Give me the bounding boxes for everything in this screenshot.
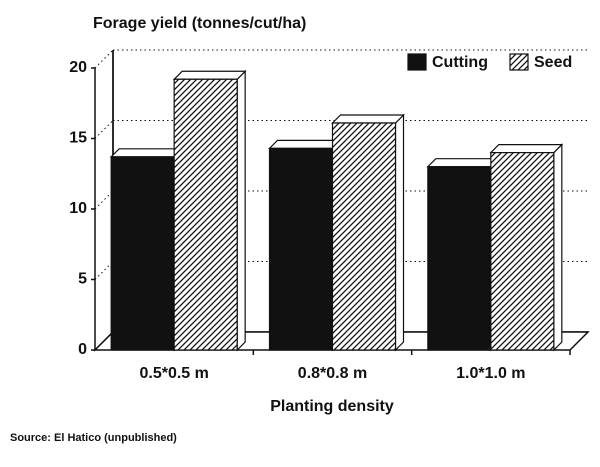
x-tick-label: 0.5*0.5 m xyxy=(139,365,208,382)
bar-front xyxy=(427,166,492,351)
grid-line xyxy=(94,49,114,69)
bar-side xyxy=(553,143,563,352)
legend-label: Seed xyxy=(534,54,572,71)
legend-label: Cutting xyxy=(432,54,488,71)
bar xyxy=(426,157,501,352)
grid-line xyxy=(94,120,114,139)
left-wall xyxy=(94,50,114,352)
bar-front xyxy=(268,147,334,351)
bar-front xyxy=(173,78,238,351)
chart-title: Forage yield (tonnes/cut/ha) xyxy=(93,15,306,32)
x-tick-label: 0.8*0.8 m xyxy=(298,365,367,382)
bar-side xyxy=(236,69,246,352)
source-note: Source: El Hatico (unpublished) xyxy=(10,432,177,444)
y-tick-label: 0 xyxy=(78,341,87,358)
y-tick-label: 10 xyxy=(69,200,87,217)
y-tick-label: 20 xyxy=(69,59,87,76)
bar xyxy=(109,147,184,352)
x-axis-label: Planting density xyxy=(270,398,394,415)
bar xyxy=(268,138,342,352)
legend-swatch xyxy=(407,53,427,71)
bar xyxy=(489,143,564,352)
grid-line xyxy=(94,190,114,210)
bar-top xyxy=(109,148,184,158)
bar xyxy=(331,113,405,352)
y-tick-label: 15 xyxy=(69,130,87,147)
bar xyxy=(172,69,247,352)
y-tick-label: 5 xyxy=(78,271,87,288)
bar-top xyxy=(268,139,342,149)
bar-top xyxy=(331,114,405,124)
grid-line xyxy=(94,261,114,280)
bar-front xyxy=(110,156,175,351)
bar-front xyxy=(490,152,555,351)
bar-top xyxy=(172,70,247,80)
x-tick-label: 1.0*1.0 m xyxy=(456,365,525,382)
bar-top xyxy=(489,144,564,154)
bar-front xyxy=(331,122,397,351)
legend-swatch xyxy=(509,53,529,71)
bar-side xyxy=(394,113,405,352)
bar-top xyxy=(426,158,501,168)
